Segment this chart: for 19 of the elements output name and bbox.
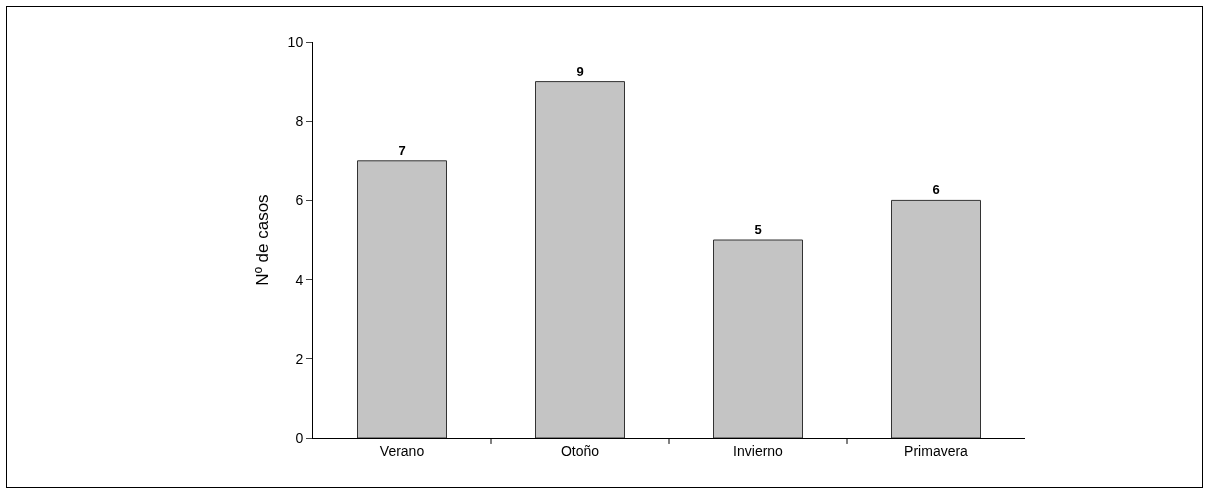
bar xyxy=(891,199,981,438)
data-label: 9 xyxy=(576,63,584,79)
y-axis-title: Nº de casos xyxy=(253,194,273,286)
data-label: 5 xyxy=(754,222,762,237)
y-tick-label: 10 xyxy=(287,33,304,50)
bar xyxy=(713,239,803,438)
data-label: 7 xyxy=(398,142,406,158)
y-tick-label: 4 xyxy=(295,271,304,288)
data-label: 6 xyxy=(932,182,940,198)
x-tick-label: Otoño xyxy=(560,442,600,459)
bar xyxy=(357,160,447,438)
y-tick-label: 0 xyxy=(295,429,304,446)
x-tick-label: Primavera xyxy=(904,442,969,459)
y-tick-label: 6 xyxy=(295,192,304,209)
x-tick-label: Verano xyxy=(379,442,425,459)
bar xyxy=(535,81,625,438)
x-tick-label: Invierno xyxy=(733,442,784,459)
y-tick-label: 2 xyxy=(295,350,304,367)
y-tick-label: 8 xyxy=(295,113,304,130)
